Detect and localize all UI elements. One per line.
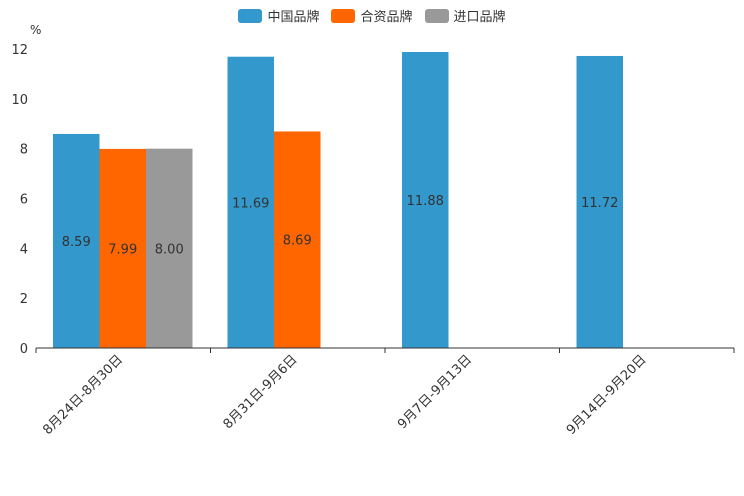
y-tick-label-2: 2 <box>20 292 28 307</box>
legend: 中国品牌 合资品牌 进口品牌 <box>0 6 744 25</box>
legend-item-joint-venture-brand[interactable]: 合资品牌 <box>331 6 413 25</box>
bars: 8.59 7.99 8.00 11.69 8.69 11.88 11.72 <box>53 51 624 349</box>
x-axis: 8月24日-8月30日 8月31日-9月6日 9月7日-9月13日 9月14日-9月2… <box>35 347 735 438</box>
bar-2-0[interactable] <box>146 148 193 348</box>
bar-0-0[interactable] <box>53 133 100 348</box>
bar-1-1[interactable] <box>274 131 321 348</box>
bar-value-label-0-0: 8.59 <box>62 235 91 250</box>
y-axis-unit-label: % <box>30 23 41 37</box>
bar-value-label-0-1: 11.69 <box>232 196 269 211</box>
y-tick-label-0: 0 <box>20 342 28 357</box>
bar-0-1[interactable] <box>227 56 275 348</box>
legend-swatch-imported-brand <box>424 8 449 23</box>
x-tick-label-3: 9月14日-9月20日 <box>564 352 650 438</box>
x-tick-label-1: 8月31日-9月6日 <box>221 352 301 432</box>
legend-swatch-china-brand <box>238 8 263 23</box>
x-tick-label-0: 8月24日-8月30日 <box>40 352 126 438</box>
bar-0-2[interactable] <box>402 51 449 349</box>
bar-value-label-1-1: 8.69 <box>283 234 312 249</box>
legend-swatch-joint-venture-brand <box>331 8 356 23</box>
bar-value-label-0-2: 11.88 <box>407 194 444 209</box>
legend-label-china-brand: 中国品牌 <box>267 10 320 25</box>
bar-value-label-2-0: 8.00 <box>155 242 184 257</box>
y-axis: 0 2 4 6 8 10 12 <box>11 43 28 357</box>
bar-0-3[interactable] <box>576 55 624 349</box>
legend-label-imported-brand: 进口品牌 <box>453 10 506 25</box>
bar-value-label-1-0: 7.99 <box>108 242 137 257</box>
x-tick-label-2: 9月7日-9月13日 <box>395 352 475 432</box>
bar-1-0[interactable] <box>99 148 147 348</box>
bar-value-label-0-3: 11.72 <box>581 196 618 211</box>
legend-label-joint-venture-brand: 合资品牌 <box>360 10 413 25</box>
legend-item-imported-brand[interactable]: 进口品牌 <box>424 6 506 25</box>
y-tick-label-6: 6 <box>20 193 28 208</box>
y-tick-label-10: 10 <box>11 93 28 108</box>
legend-item-china-brand[interactable]: 中国品牌 <box>238 6 319 25</box>
y-tick-label-12: 12 <box>11 43 28 58</box>
y-tick-label-8: 8 <box>20 143 28 158</box>
y-tick-label-4: 4 <box>20 242 28 257</box>
